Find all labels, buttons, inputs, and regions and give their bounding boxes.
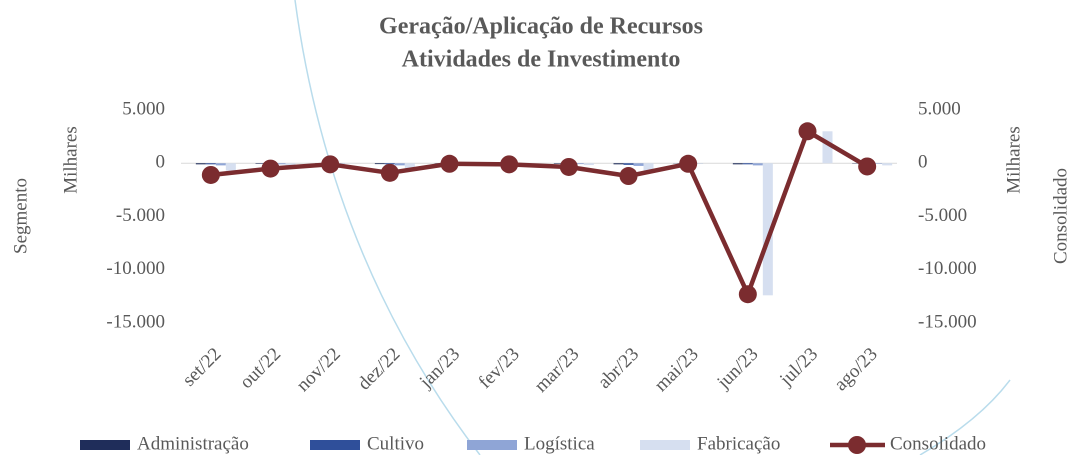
bar: [742, 163, 753, 165]
line-marker: [380, 163, 399, 182]
x-tick-label: set/22: [179, 344, 226, 391]
line-marker: [559, 157, 578, 176]
y2-tick-label: 5.000: [918, 98, 961, 119]
bar: [215, 163, 226, 166]
y-tick-label: 0: [156, 152, 166, 173]
decoration-arc: [294, 0, 481, 455]
chart-title: Geração/Aplicação de Recursos: [379, 14, 703, 40]
bar: [762, 163, 773, 296]
legend-swatch: [848, 436, 866, 454]
y2-axis-label: Consolidado: [1050, 168, 1070, 264]
bar: [374, 163, 385, 165]
bar: [872, 163, 883, 164]
x-tick-label: mar/23: [531, 344, 584, 397]
bar: [633, 163, 644, 166]
line-marker: [798, 122, 817, 141]
bar: [583, 163, 594, 166]
legend-label: Consolidado: [890, 433, 986, 454]
decoration-arc: [919, 379, 1011, 455]
bar: [255, 163, 266, 164]
x-tick-label: jul/23: [775, 344, 822, 391]
bar: [822, 131, 833, 164]
line-marker: [440, 154, 459, 173]
legend-label: Logística: [524, 433, 595, 454]
bar: [195, 163, 206, 165]
line-marker: [321, 155, 340, 174]
line-marker: [679, 154, 698, 173]
x-tick-label: fev/23: [475, 344, 524, 393]
bar: [613, 163, 624, 165]
bar: [404, 163, 415, 169]
chart-subtitle: Atividades de Investimento: [402, 47, 681, 73]
line-marker: [619, 167, 638, 186]
legend-swatch: [640, 440, 690, 450]
x-tick-label: dez/22: [354, 344, 405, 395]
y-tick-label: 5.000: [122, 98, 165, 119]
bar: [225, 163, 236, 171]
line-marker: [500, 155, 519, 174]
legend-swatch: [310, 440, 360, 450]
y2-axis-unit: Milhares: [1003, 126, 1024, 194]
legend-swatch: [467, 440, 517, 450]
legend-label: Cultivo: [367, 433, 424, 454]
y2-tick-label: -10.000: [918, 258, 977, 279]
x-tick-label: jun/23: [713, 344, 763, 394]
y-axis-label: Segmento: [10, 178, 31, 254]
y-axis-unit: Milhares: [60, 126, 81, 194]
line-marker: [738, 285, 757, 304]
bar: [732, 163, 743, 165]
y-tick-label: -5.000: [116, 205, 165, 226]
line: [210, 129, 869, 297]
bar: [882, 163, 893, 166]
bar: [275, 163, 286, 165]
bar: [573, 163, 584, 165]
bar: [553, 163, 564, 164]
x-tick-label: jan/23: [415, 344, 464, 393]
x-tick-label: nov/22: [293, 344, 345, 396]
line-marker: [201, 165, 220, 184]
y2-tick-label: -15.000: [918, 311, 977, 332]
x-tick-label: ago/23: [830, 344, 881, 395]
x-tick-label: abr/23: [594, 344, 643, 393]
legend-swatch: [80, 440, 130, 450]
bar: [205, 163, 216, 165]
bar: [285, 163, 296, 167]
y2-tick-label: -5.000: [918, 205, 967, 226]
bar: [384, 163, 395, 165]
bar: [643, 163, 654, 171]
y-tick-label: -10.000: [106, 258, 165, 279]
line-marker: [261, 159, 280, 178]
bar: [752, 163, 763, 166]
legend-label: Fabricação: [697, 433, 780, 454]
bar: [394, 163, 405, 166]
x-tick-label: out/22: [236, 344, 285, 393]
x-tick-label: mai/23: [651, 344, 703, 396]
legend-label: Administração: [137, 433, 249, 454]
y2-tick-label: 0: [918, 152, 928, 173]
line-marker: [858, 157, 877, 176]
bar: [623, 163, 634, 165]
y-tick-label: -15.000: [106, 311, 165, 332]
